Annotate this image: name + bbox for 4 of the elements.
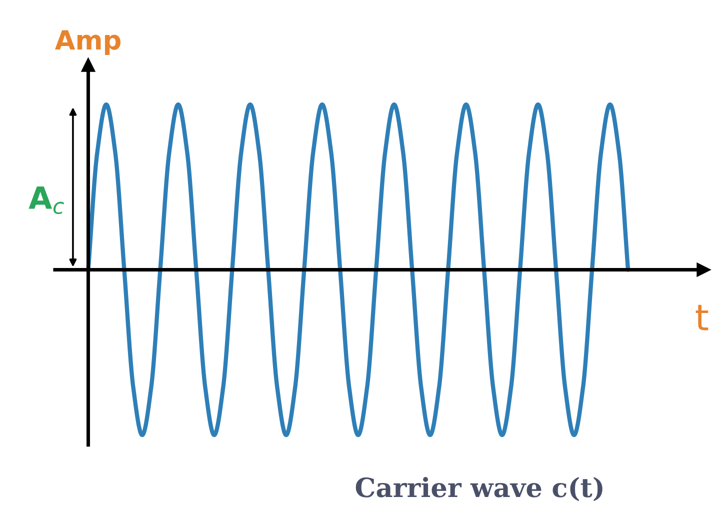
text: Carrier wave c(t) (356, 476, 602, 502)
y-axis-title: Amp (54, 30, 120, 55)
x-axis-title: t (696, 304, 708, 330)
text: A$_{c}$ (28, 186, 64, 214)
